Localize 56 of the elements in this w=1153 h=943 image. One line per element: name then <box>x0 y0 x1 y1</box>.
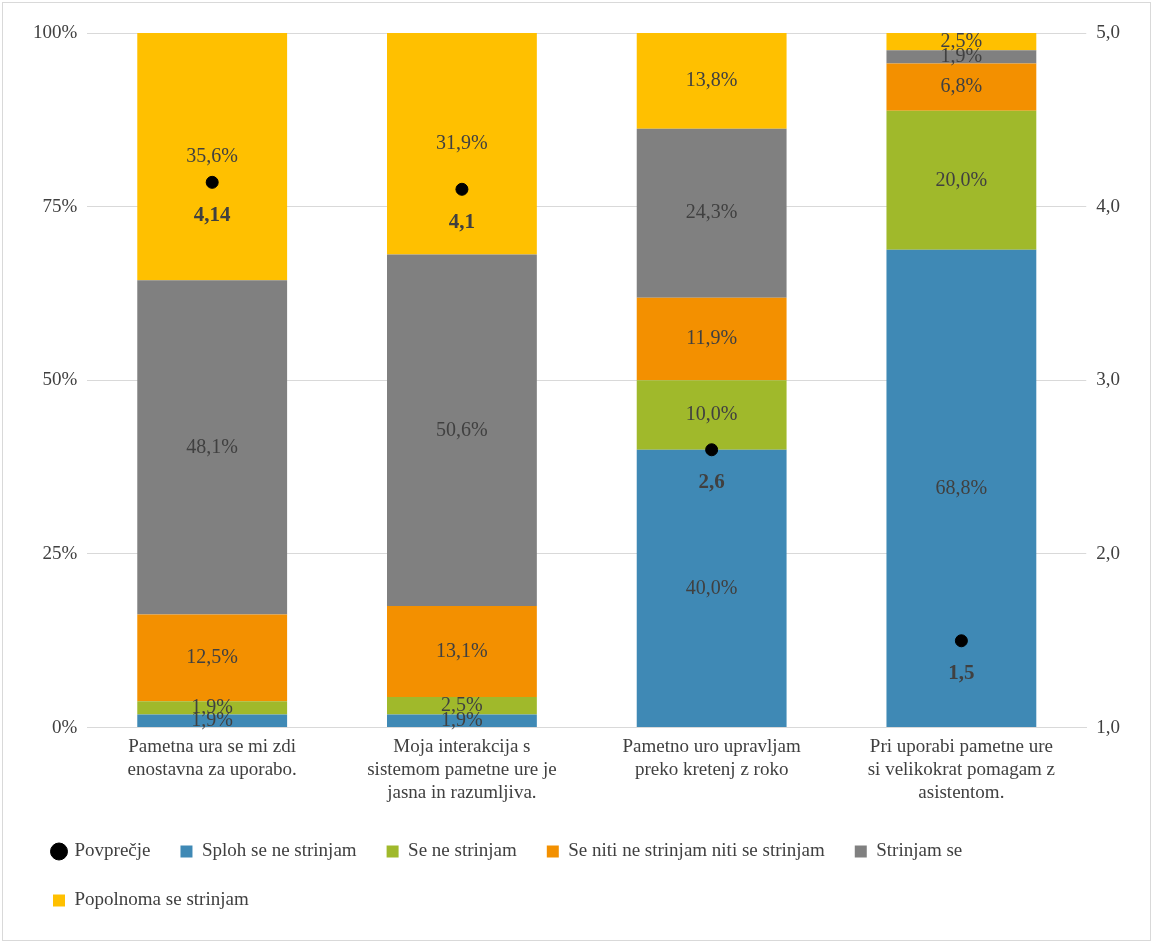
bar <box>636 297 787 381</box>
legend-label: Sploh se ne strinjam <box>201 839 357 861</box>
data-label: 4,14 <box>193 201 232 226</box>
y2-tick-label: 1,0 <box>1096 715 1120 737</box>
y-tick-label: 25% <box>42 541 78 563</box>
data-label: 13,1% <box>436 638 488 661</box>
y-tick-label: 75% <box>42 194 78 216</box>
data-label: 10,0% <box>685 402 738 425</box>
y2-tick-label: 3,0 <box>1096 368 1120 390</box>
data-label: 12,5% <box>186 645 239 668</box>
data-label: 40,0% <box>685 575 738 598</box>
legend-label: Se niti ne strinjam niti se strinjam <box>568 839 825 861</box>
data-label: 50,6% <box>436 417 488 440</box>
data-label: 68,8% <box>935 475 988 498</box>
bar <box>636 33 787 129</box>
y2-tick-label: 4,0 <box>1096 194 1120 216</box>
y2-tick-label: 2,0 <box>1096 541 1120 563</box>
data-label: 11,9% <box>686 326 738 349</box>
x-tick-label: Moja interakcija s sistemom pametne ure je jasna in razumljiva. <box>367 734 557 802</box>
point <box>205 175 219 189</box>
data-label: 2,6 <box>698 469 725 494</box>
bar <box>387 254 537 607</box>
y-tick-label: 100% <box>33 20 78 42</box>
bar <box>387 33 537 255</box>
legend-label: Popolnoma se strinjam <box>74 888 249 910</box>
data-label: 48,1% <box>186 434 239 457</box>
bar <box>137 33 288 281</box>
bar <box>137 280 288 615</box>
legend-label: Se ne strinjam <box>408 839 518 861</box>
bar <box>387 606 537 698</box>
bar <box>636 128 787 298</box>
point <box>705 443 719 457</box>
data-label: 13,8% <box>685 68 738 91</box>
legend-label: Povprečje <box>74 839 151 861</box>
data-label: 35,6% <box>186 143 239 166</box>
point <box>455 182 469 196</box>
bar <box>886 50 1037 64</box>
x-tick-label: Pametna ura se mi zdi enostavna za uporabo. <box>127 734 297 779</box>
point <box>954 634 968 648</box>
x-tick-label: Pametno uro upravljam preko kretenj z roko <box>622 734 802 779</box>
data-label: 1,5 <box>948 660 975 685</box>
bar <box>886 110 1037 250</box>
y-tick-label: 0% <box>52 715 78 737</box>
data-label: 20,0% <box>935 167 988 190</box>
y2-tick-label: 5,0 <box>1096 20 1120 42</box>
bar <box>387 714 537 728</box>
data-label: 6,8% <box>940 74 983 97</box>
legend-label: Strinjam se <box>876 839 963 861</box>
data-label: 31,9% <box>436 131 488 154</box>
data-label: 4,1 <box>448 208 476 233</box>
x-tick-label: Pri uporabi pametne ure si velikokrat pomagam z asistentom. <box>867 734 1056 802</box>
data-label: 24,3% <box>685 200 738 223</box>
y-tick-label: 50% <box>42 368 78 390</box>
bar <box>636 449 787 728</box>
bar <box>886 249 1037 728</box>
bar <box>636 380 787 450</box>
